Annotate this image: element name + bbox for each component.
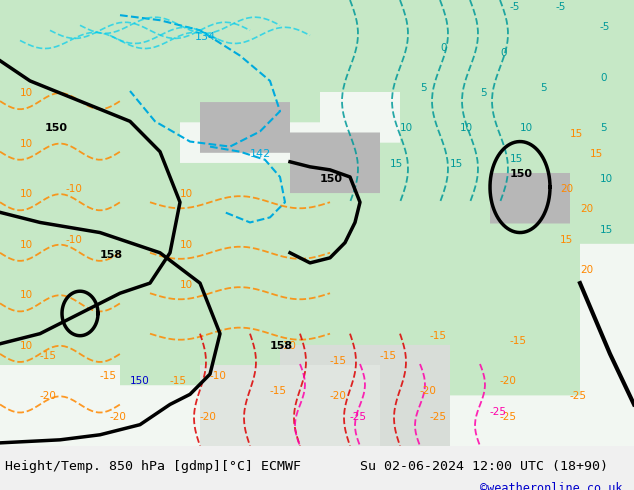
Text: 15: 15 — [590, 149, 603, 159]
Text: -20: -20 — [40, 392, 57, 401]
Text: 134: 134 — [195, 32, 216, 43]
Text: 5: 5 — [540, 83, 547, 93]
Text: -15: -15 — [380, 351, 397, 361]
Text: -20: -20 — [500, 376, 517, 386]
Text: 15: 15 — [600, 224, 613, 235]
Text: 20: 20 — [580, 265, 593, 275]
Text: -20: -20 — [200, 412, 217, 421]
Text: -10: -10 — [65, 184, 82, 194]
Text: 10: 10 — [600, 174, 613, 184]
Text: 10: 10 — [20, 189, 33, 199]
Text: 15: 15 — [570, 128, 583, 139]
Text: 10: 10 — [20, 290, 33, 300]
Text: Su 02-06-2024 12:00 UTC (18+90): Su 02-06-2024 12:00 UTC (18+90) — [360, 460, 608, 473]
Text: 10: 10 — [460, 123, 473, 133]
Text: -25: -25 — [570, 392, 587, 401]
Text: 158: 158 — [270, 341, 293, 351]
Text: -5: -5 — [510, 2, 521, 12]
Text: -15: -15 — [100, 371, 117, 381]
Text: -15: -15 — [40, 351, 57, 361]
Text: -15: -15 — [430, 331, 447, 341]
Text: -10: -10 — [210, 371, 227, 381]
Text: -25: -25 — [500, 412, 517, 421]
Text: 10: 10 — [20, 341, 33, 351]
Text: 15: 15 — [560, 235, 573, 245]
Text: 142: 142 — [250, 149, 271, 159]
Text: -20: -20 — [420, 386, 437, 396]
Text: -5: -5 — [555, 2, 566, 12]
Text: 0: 0 — [500, 48, 507, 58]
Text: 10: 10 — [20, 240, 33, 250]
Text: -15: -15 — [170, 376, 187, 386]
Text: 10: 10 — [20, 139, 33, 148]
Text: 20: 20 — [560, 184, 573, 194]
Text: -25: -25 — [350, 412, 367, 421]
Text: 5: 5 — [600, 123, 607, 133]
Text: -15: -15 — [510, 336, 527, 346]
Text: 150: 150 — [510, 169, 533, 179]
Text: -25: -25 — [430, 412, 447, 421]
Text: 158: 158 — [100, 250, 123, 260]
Text: 10: 10 — [520, 123, 533, 133]
Text: 15: 15 — [450, 159, 463, 169]
Text: 0: 0 — [440, 43, 446, 52]
Text: 150: 150 — [130, 376, 150, 386]
Text: ©weatheronline.co.uk: ©weatheronline.co.uk — [480, 482, 623, 490]
Text: 10: 10 — [180, 240, 193, 250]
Text: -25: -25 — [490, 407, 507, 416]
Text: 150: 150 — [45, 123, 68, 133]
Text: -15: -15 — [330, 356, 347, 366]
Text: 10: 10 — [400, 123, 413, 133]
Text: 0: 0 — [600, 73, 607, 83]
Text: -5: -5 — [600, 23, 611, 32]
Text: -10: -10 — [65, 235, 82, 245]
Text: 20: 20 — [580, 204, 593, 214]
Text: -20: -20 — [330, 392, 347, 401]
Text: 15: 15 — [390, 159, 403, 169]
Text: -10: -10 — [280, 341, 297, 351]
Text: Height/Temp. 850 hPa [gdmp][°C] ECMWF: Height/Temp. 850 hPa [gdmp][°C] ECMWF — [5, 460, 301, 473]
Text: 10: 10 — [180, 280, 193, 290]
Text: -20: -20 — [110, 412, 127, 421]
Text: 5: 5 — [480, 88, 487, 98]
Text: 10: 10 — [180, 189, 193, 199]
Text: 10: 10 — [20, 88, 33, 98]
Text: -15: -15 — [270, 386, 287, 396]
Text: 5: 5 — [420, 83, 427, 93]
Text: 150: 150 — [320, 174, 343, 184]
Text: 15: 15 — [510, 154, 523, 164]
